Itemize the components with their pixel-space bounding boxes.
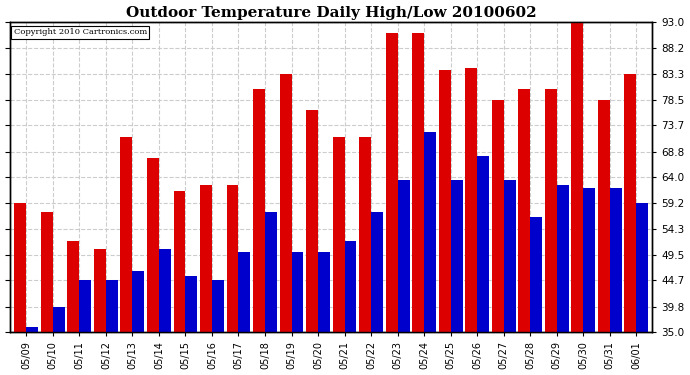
Bar <box>26 327 38 332</box>
Bar <box>68 242 79 332</box>
Bar <box>344 242 357 332</box>
Title: Outdoor Temperature Daily High/Low 20100602: Outdoor Temperature Daily High/Low 20100… <box>126 6 537 20</box>
Bar <box>147 159 159 332</box>
Bar <box>132 271 144 332</box>
Bar <box>14 203 26 332</box>
Bar <box>636 203 648 332</box>
Bar <box>359 137 371 332</box>
Bar <box>173 190 186 332</box>
Bar <box>504 180 515 332</box>
Bar <box>557 185 569 332</box>
Bar <box>106 280 118 332</box>
Bar <box>41 212 53 332</box>
Bar <box>212 280 224 332</box>
Bar <box>121 137 132 332</box>
Bar <box>200 185 212 332</box>
Bar <box>412 33 424 332</box>
Bar <box>291 252 304 332</box>
Bar <box>439 70 451 332</box>
Bar <box>253 89 265 332</box>
Bar <box>371 212 383 332</box>
Bar <box>94 249 106 332</box>
Bar <box>159 249 171 332</box>
Bar <box>306 110 318 332</box>
Bar <box>397 180 410 332</box>
Bar <box>465 68 477 332</box>
Bar <box>518 89 530 332</box>
Bar <box>239 252 250 332</box>
Bar <box>545 89 557 332</box>
Bar <box>318 252 330 332</box>
Bar <box>530 217 542 332</box>
Bar <box>492 100 504 332</box>
Bar <box>186 276 197 332</box>
Bar <box>598 100 610 332</box>
Bar <box>571 20 583 332</box>
Bar <box>265 212 277 332</box>
Bar <box>477 156 489 332</box>
Bar <box>610 188 622 332</box>
Bar <box>424 132 436 332</box>
Bar <box>79 280 91 332</box>
Bar <box>624 74 636 332</box>
Bar <box>583 188 595 332</box>
Bar <box>333 137 344 332</box>
Bar <box>53 307 65 332</box>
Bar <box>451 180 462 332</box>
Bar <box>386 33 397 332</box>
Bar <box>226 185 239 332</box>
Text: Copyright 2010 Cartronics.com: Copyright 2010 Cartronics.com <box>14 28 147 36</box>
Bar <box>279 74 291 332</box>
